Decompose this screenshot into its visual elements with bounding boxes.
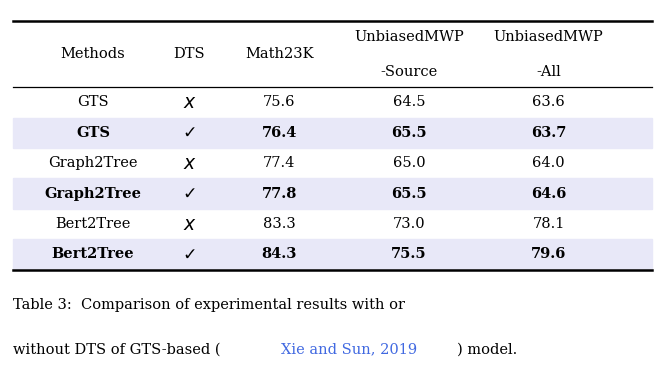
Text: without DTS of GTS-based (: without DTS of GTS-based ( bbox=[13, 342, 221, 356]
Text: Graph2Tree: Graph2Tree bbox=[49, 156, 138, 170]
Text: 63.6: 63.6 bbox=[532, 95, 565, 109]
Text: GTS: GTS bbox=[76, 126, 110, 140]
Text: ) model.: ) model. bbox=[457, 342, 517, 356]
Text: UnbiasedMWP: UnbiasedMWP bbox=[354, 30, 464, 44]
Text: 64.0: 64.0 bbox=[532, 156, 565, 170]
Text: $\it{x}$: $\it{x}$ bbox=[183, 93, 196, 112]
Text: 76.4: 76.4 bbox=[261, 126, 297, 140]
Text: 64.5: 64.5 bbox=[393, 95, 425, 109]
Text: GTS: GTS bbox=[77, 95, 109, 109]
Text: $\it{x}$: $\it{x}$ bbox=[183, 215, 196, 234]
Text: 75.6: 75.6 bbox=[263, 95, 295, 109]
Text: ✓: ✓ bbox=[182, 246, 197, 263]
Text: Methods: Methods bbox=[61, 47, 126, 61]
Text: ✓: ✓ bbox=[182, 124, 197, 142]
Text: 75.5: 75.5 bbox=[391, 248, 427, 262]
Text: ✓: ✓ bbox=[182, 185, 197, 203]
Text: Table 3:  Comparison of experimental results with or: Table 3: Comparison of experimental resu… bbox=[13, 298, 405, 312]
Text: Xie and Sun, 2019: Xie and Sun, 2019 bbox=[281, 342, 417, 356]
Bar bbox=[13, 239, 652, 270]
Text: -Source: -Source bbox=[380, 65, 438, 79]
Text: UnbiasedMWP: UnbiasedMWP bbox=[493, 30, 604, 44]
Text: 73.0: 73.0 bbox=[392, 217, 426, 231]
Bar bbox=[13, 118, 652, 148]
Text: 79.6: 79.6 bbox=[531, 248, 567, 262]
Text: 65.0: 65.0 bbox=[392, 156, 426, 170]
Text: Bert2Tree: Bert2Tree bbox=[52, 248, 134, 262]
Text: Bert2Tree: Bert2Tree bbox=[55, 217, 131, 231]
Text: 65.5: 65.5 bbox=[391, 187, 427, 201]
Text: 63.7: 63.7 bbox=[531, 126, 567, 140]
Bar bbox=[13, 178, 652, 209]
Text: -All: -All bbox=[536, 65, 561, 79]
Text: 84.3: 84.3 bbox=[261, 248, 297, 262]
Text: 83.3: 83.3 bbox=[263, 217, 296, 231]
Text: Graph2Tree: Graph2Tree bbox=[45, 187, 142, 201]
Text: Math23K: Math23K bbox=[245, 47, 314, 61]
Text: DTS: DTS bbox=[174, 47, 205, 61]
Text: 77.8: 77.8 bbox=[261, 187, 297, 201]
Text: 78.1: 78.1 bbox=[533, 217, 565, 231]
Text: 64.6: 64.6 bbox=[531, 187, 567, 201]
Text: $\it{x}$: $\it{x}$ bbox=[183, 154, 196, 173]
Text: 77.4: 77.4 bbox=[263, 156, 295, 170]
Text: 65.5: 65.5 bbox=[391, 126, 427, 140]
